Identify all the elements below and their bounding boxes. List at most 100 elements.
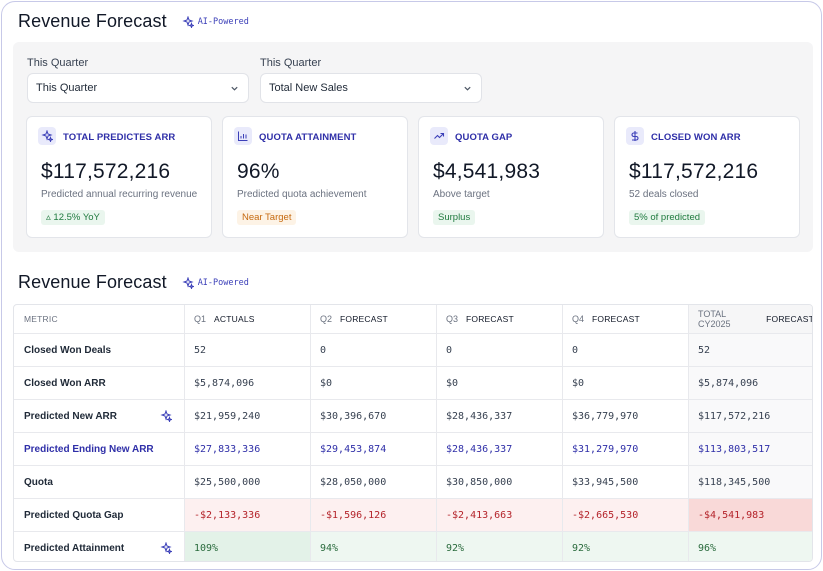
column-period: TOTAL CY2025: [698, 309, 731, 329]
column-header-4[interactable]: Q4 FORECAST: [562, 305, 688, 333]
table-cell: $21,959,240: [184, 400, 310, 432]
table-cell: $0: [436, 367, 562, 399]
column-period: Q1: [194, 314, 207, 324]
cell-value: 52: [194, 344, 207, 356]
row-metric-label: Closed Won ARR: [24, 377, 106, 389]
metric-select[interactable]: Total New Sales: [260, 73, 482, 103]
table-cell: 96%: [688, 532, 812, 561]
sparkle-icon: [38, 127, 56, 145]
column-divider: [184, 499, 185, 531]
column-divider: [310, 532, 311, 561]
card-value: $4,541,983: [433, 160, 541, 183]
kpi-card-closed-won-arr: CLOSED WON ARR $117,572,216 52 deals clo…: [614, 116, 800, 238]
row-metric-label: Predicted Attainment: [24, 542, 125, 554]
card-subtitle: Predicted quota achievement: [237, 189, 367, 200]
cell-value: $27,833,336: [194, 443, 261, 455]
row-metric-label: Predicted Quota Gap: [24, 509, 124, 521]
cell-value: 52: [698, 344, 711, 356]
cell-value: 96%: [698, 542, 717, 554]
cell-value: $0: [320, 377, 333, 389]
cell-value: 0: [572, 344, 579, 356]
card-badge: Near Target: [237, 210, 297, 225]
column-kind: FORECAST: [340, 314, 388, 324]
column-header-metric: METRIC: [24, 314, 58, 324]
row-metric-cell: Predicted Quota Gap: [14, 499, 184, 531]
table-cell: $36,779,970: [562, 400, 688, 432]
column-divider: [436, 334, 437, 366]
column-divider: [184, 400, 185, 432]
column-divider: [688, 466, 689, 498]
column-kind: FORECAST: [766, 314, 813, 324]
cell-value: -$4,541,983: [698, 509, 765, 521]
column-kind: ACTUALS: [214, 314, 255, 324]
column-divider: [310, 367, 311, 399]
table-cell: 52: [184, 334, 310, 366]
kpi-card-quota-gap: QUOTA GAP $4,541,983 Above target Surplu…: [418, 116, 604, 238]
cell-value: $21,959,240: [194, 410, 261, 422]
column-divider: [688, 367, 689, 399]
column-header-5[interactable]: TOTAL CY2025 FORECAST: [688, 305, 813, 333]
cell-value: $28,436,337: [446, 410, 513, 422]
column-divider: [310, 305, 311, 333]
forecast-table: METRIC Q1 ACTUALS Q2 FORECAST Q3 FORECAST Q4 FOR…: [13, 304, 813, 562]
table-cell: -$2,413,663: [436, 499, 562, 531]
column-divider: [184, 433, 185, 465]
column-divider: [310, 466, 311, 498]
table-row: Closed Won Deals 52 0 0 0 52: [14, 333, 812, 366]
row-metric-cell: Closed Won ARR: [14, 367, 184, 399]
table-cell: $33,945,500: [562, 466, 688, 498]
column-kind: FORECAST: [466, 314, 514, 324]
column-divider: [688, 499, 689, 531]
table-cell: $113,803,517: [688, 433, 812, 465]
card-title: TOTAL PREDICTES ARR: [63, 132, 176, 143]
table-cell: 92%: [436, 532, 562, 561]
table-header-row: METRIC Q1 ACTUALS Q2 FORECAST Q3 FORECAST Q4 FOR…: [14, 305, 813, 333]
table-cell: -$2,665,530: [562, 499, 688, 531]
table-cell: $118,345,500: [688, 466, 812, 498]
column-divider: [184, 334, 185, 366]
cell-value: $117,572,216: [698, 410, 771, 422]
table-cell: $25,500,000: [184, 466, 310, 498]
table-cell: $28,436,337: [436, 433, 562, 465]
cell-value: -$2,665,530: [572, 509, 639, 521]
card-value: $117,572,216: [629, 160, 759, 183]
table-row: Predicted Attainment 109% 94% 92% 92% 96%: [14, 531, 812, 561]
chevron-down-icon: [231, 86, 238, 91]
column-divider: [436, 499, 437, 531]
cell-value: $28,050,000: [320, 476, 387, 488]
table-cell: $5,874,096: [688, 367, 812, 399]
table-row: Quota $25,500,000 $28,050,000 $30,850,000 $3…: [14, 465, 812, 498]
card-badge: 5% of predicted: [629, 210, 706, 225]
table-cell: 92%: [562, 532, 688, 561]
column-divider: [688, 400, 689, 432]
column-divider: [184, 532, 185, 561]
card-subtitle: Above target: [433, 189, 490, 200]
row-metric-cell: Closed Won Deals: [14, 334, 184, 366]
table-cell: $29,453,874: [310, 433, 436, 465]
column-divider: [688, 433, 689, 465]
card-badge: Surplus: [433, 210, 476, 225]
column-header-1[interactable]: Q1 ACTUALS: [184, 305, 310, 333]
column-header-2[interactable]: Q2 FORECAST: [310, 305, 436, 333]
table-cell: $30,396,670: [310, 400, 436, 432]
dollar-icon: [626, 127, 644, 145]
column-divider: [562, 532, 563, 561]
cell-value: $36,779,970: [572, 410, 639, 422]
kpi-card-total-predicted-arr: TOTAL PREDICTES ARR $117,572,216 Predict…: [26, 116, 212, 238]
card-subtitle: Predicted annual recurring revenue: [41, 189, 198, 200]
cell-value: $30,396,670: [320, 410, 387, 422]
cell-value: $31,279,970: [572, 443, 639, 455]
row-metric-cell: Quota: [14, 466, 184, 498]
period-select[interactable]: This Quarter: [27, 73, 249, 103]
row-metric-label: Quota: [24, 476, 53, 488]
column-header-3[interactable]: Q3 FORECAST: [436, 305, 562, 333]
cell-value: $5,874,096: [194, 377, 255, 389]
column-period: Q2: [320, 314, 333, 324]
card-title: CLOSED WON ARR: [651, 132, 741, 143]
section-header: Revenue Forecast AI-Powered: [18, 272, 249, 293]
table-cell: -$1,596,126: [310, 499, 436, 531]
cell-value: $0: [572, 377, 585, 389]
column-divider: [436, 305, 437, 333]
table-cell: $117,572,216: [688, 400, 812, 432]
